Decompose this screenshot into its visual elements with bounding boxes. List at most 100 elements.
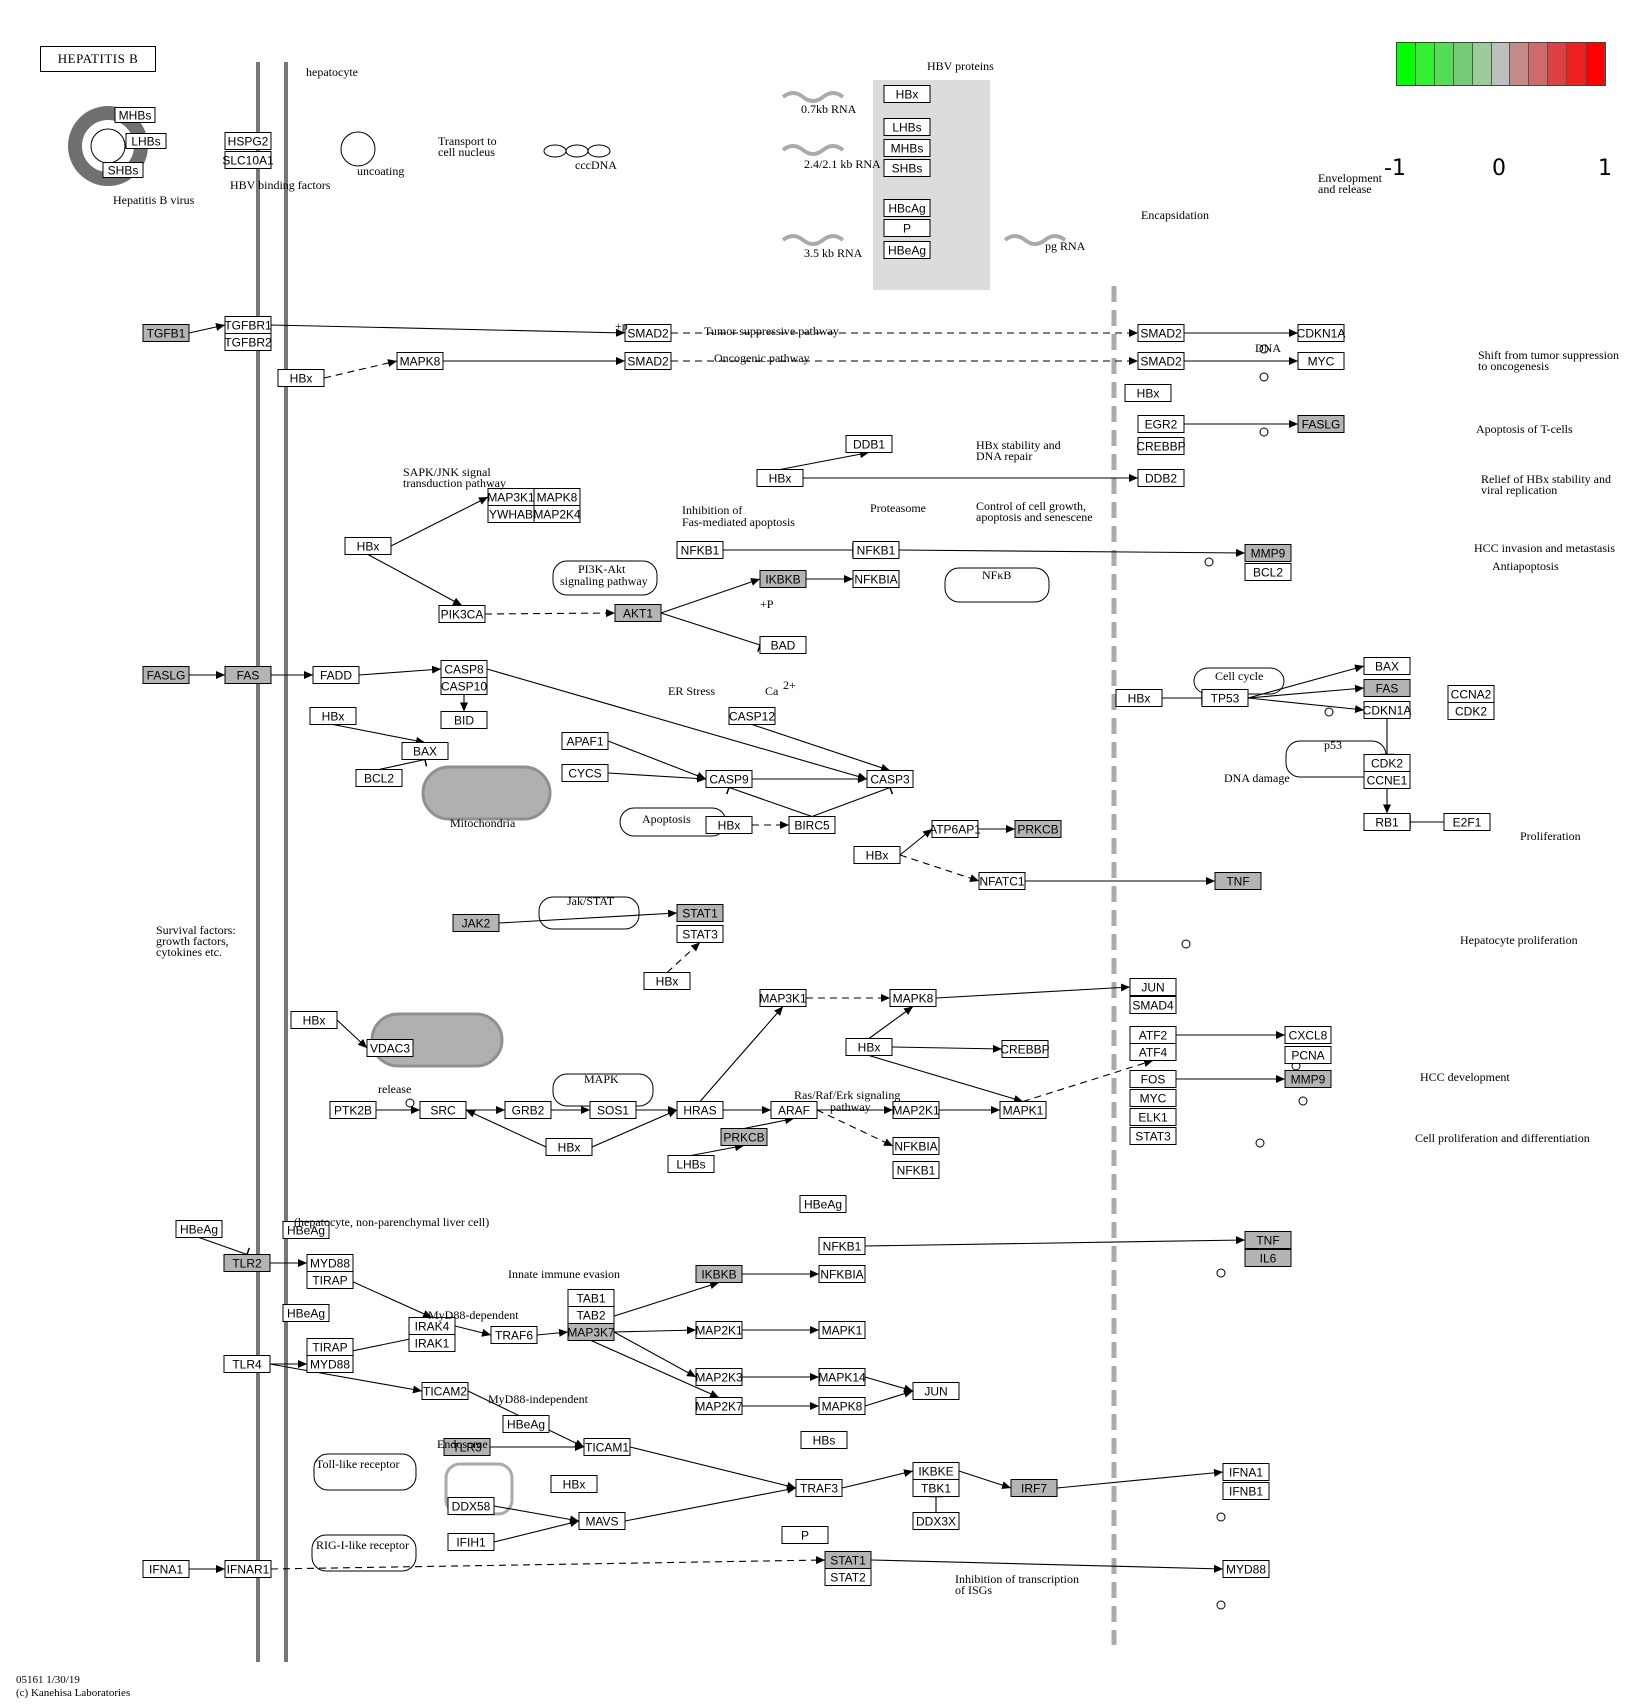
gene-node-irak1[interactable]: IRAK1	[408, 1334, 456, 1352]
gene-node-casp9[interactable]: CASP9	[705, 770, 753, 788]
gene-node-fas[interactable]: FAS	[224, 666, 272, 684]
gene-node-fadd[interactable]: FADD	[312, 666, 360, 684]
gene-node-mapk8[interactable]: MAPK8	[889, 989, 937, 1007]
gene-node-tgfbr2[interactable]: TGFBR2	[224, 333, 272, 351]
gene-node-elk1[interactable]: ELK1	[1129, 1108, 1177, 1126]
gene-node-tlr4[interactable]: TLR4	[223, 1355, 271, 1373]
gene-node-akt1[interactable]: AKT1	[614, 604, 662, 622]
gene-node-hbx[interactable]: HBx	[705, 816, 753, 834]
gene-node-myd88[interactable]: MYD88	[1222, 1560, 1270, 1578]
gene-node-mapk8[interactable]: MAPK8	[396, 352, 444, 370]
gene-node-prkcb[interactable]: PRKCB	[720, 1128, 768, 1146]
gene-node-mapk8[interactable]: MAPK8	[533, 488, 581, 506]
gene-node-map2k1[interactable]: MAP2K1	[695, 1321, 743, 1339]
gene-node-ifna1[interactable]: IFNA1	[142, 1560, 190, 1578]
gene-node-mapk1[interactable]: MAPK1	[999, 1101, 1047, 1119]
gene-node-hbx[interactable]: HBx	[344, 537, 392, 555]
gene-node-jun[interactable]: JUN	[1129, 978, 1177, 996]
pathway-map-link[interactable]	[619, 807, 727, 837]
gene-node-smad2[interactable]: SMAD2	[624, 324, 672, 342]
gene-node-p[interactable]: P	[883, 219, 931, 237]
gene-node-hras[interactable]: HRAS	[676, 1101, 724, 1119]
gene-node-map3k7[interactable]: MAP3K7	[567, 1323, 615, 1341]
gene-node-tab1[interactable]: TAB1	[567, 1289, 615, 1307]
pathway-map-link[interactable]	[313, 1453, 417, 1491]
gene-node-il6[interactable]: IL6	[1244, 1249, 1292, 1267]
gene-node-fos[interactable]: FOS	[1129, 1070, 1177, 1088]
gene-node-smad4[interactable]: SMAD4	[1129, 996, 1177, 1014]
gene-node-mhbs[interactable]: MHBs	[114, 107, 156, 123]
gene-node-cdk2[interactable]: CDK2	[1363, 754, 1411, 772]
gene-node-ddb2[interactable]: DDB2	[1137, 469, 1185, 487]
gene-node-e2f1[interactable]: E2F1	[1443, 813, 1491, 831]
gene-node-rb1[interactable]: RB1	[1363, 813, 1411, 831]
gene-node-hbeag[interactable]: HBeAg	[502, 1415, 550, 1433]
gene-node-tgfb1[interactable]: TGFB1	[142, 324, 190, 342]
gene-node-tnf[interactable]: TNF	[1244, 1231, 1292, 1249]
gene-node-mapk14[interactable]: MAPK14	[818, 1368, 866, 1386]
gene-node-hbx[interactable]: HBx	[550, 1475, 598, 1493]
pathway-map-link[interactable]	[552, 1073, 654, 1107]
gene-node-stat3[interactable]: STAT3	[1129, 1127, 1177, 1145]
gene-node-smad2[interactable]: SMAD2	[624, 352, 672, 370]
gene-node-ddb1[interactable]: DDB1	[845, 435, 893, 453]
gene-node-grb2[interactable]: GRB2	[504, 1101, 552, 1119]
gene-node-cycs[interactable]: CYCS	[561, 764, 609, 782]
gene-node-nfkb1[interactable]: NFKB1	[676, 541, 724, 559]
gene-node-bax[interactable]: BAX	[401, 742, 449, 760]
pathway-map-link[interactable]	[1285, 740, 1387, 778]
gene-node-mapk8[interactable]: MAPK8	[818, 1397, 866, 1415]
gene-node-tlr3[interactable]: TLR3	[443, 1438, 491, 1456]
gene-node-mmp9[interactable]: MMP9	[1284, 1070, 1332, 1088]
gene-node-ptk2b[interactable]: PTK2B	[329, 1101, 377, 1119]
gene-node-stat1[interactable]: STAT1	[824, 1551, 872, 1569]
gene-node-casp12[interactable]: CASP12	[728, 707, 776, 725]
gene-node-pcna[interactable]: PCNA	[1284, 1046, 1332, 1064]
gene-node-hspg2[interactable]: HSPG2	[224, 132, 272, 150]
gene-node-shbs[interactable]: SHBs	[883, 159, 931, 177]
gene-node-hbcag[interactable]: HBcAg	[883, 199, 931, 217]
gene-node-hbx[interactable]: HBx	[545, 1138, 593, 1156]
gene-node-bcl2[interactable]: BCL2	[355, 769, 403, 787]
gene-node-tirap[interactable]: TIRAP	[306, 1271, 354, 1289]
gene-node-myc[interactable]: MYC	[1297, 352, 1345, 370]
gene-node-prkcb[interactable]: PRKCB	[1014, 820, 1062, 838]
gene-node-myc[interactable]: MYC	[1129, 1089, 1177, 1107]
gene-node-sos1[interactable]: SOS1	[589, 1101, 637, 1119]
gene-node-tab2[interactable]: TAB2	[567, 1306, 615, 1324]
gene-node-map3k1[interactable]: MAP3K1	[487, 488, 535, 506]
gene-node-myd88[interactable]: MYD88	[306, 1254, 354, 1272]
gene-node-stat3[interactable]: STAT3	[676, 925, 724, 943]
gene-node-vdac3[interactable]: VDAC3	[366, 1039, 414, 1057]
gene-node-smad2[interactable]: SMAD2	[1137, 352, 1185, 370]
gene-node-hbx[interactable]: HBx	[643, 972, 691, 990]
gene-node-tnf[interactable]: TNF	[1214, 872, 1262, 890]
gene-node-ticam1[interactable]: TICAM1	[583, 1438, 631, 1456]
gene-node-stat2[interactable]: STAT2	[824, 1568, 872, 1586]
gene-node-bax[interactable]: BAX	[1363, 657, 1411, 675]
gene-node-bcl2[interactable]: BCL2	[1244, 563, 1292, 581]
gene-node-p[interactable]: P	[781, 1526, 829, 1544]
gene-node-apaf1[interactable]: APAF1	[561, 732, 609, 750]
gene-node-atf4[interactable]: ATF4	[1129, 1043, 1177, 1061]
gene-node-ywhab[interactable]: YWHAB	[487, 505, 535, 523]
gene-node-tp53[interactable]: TP53	[1201, 689, 1249, 707]
gene-node-cdkn1a[interactable]: CDKN1A	[1363, 701, 1412, 719]
gene-node-traf3[interactable]: TRAF3	[795, 1479, 843, 1497]
gene-node-tgfbr1[interactable]: TGFBR1	[224, 316, 272, 334]
gene-node-hbeag[interactable]: HBeAg	[282, 1304, 330, 1322]
gene-node-egr2[interactable]: EGR2	[1137, 415, 1185, 433]
gene-node-shbs[interactable]: SHBs	[102, 162, 144, 178]
gene-node-mhbs[interactable]: MHBs	[883, 139, 931, 157]
gene-node-ifna1[interactable]: IFNA1	[1222, 1463, 1270, 1481]
gene-node-hbx[interactable]: HBx	[290, 1011, 338, 1029]
gene-node-tlr2[interactable]: TLR2	[223, 1254, 271, 1272]
gene-node-casp8[interactable]: CASP8	[440, 660, 488, 678]
gene-node-ifih1[interactable]: IFIH1	[447, 1533, 495, 1551]
gene-node-map2k4[interactable]: MAP2K4	[533, 505, 581, 523]
gene-node-atf2[interactable]: ATF2	[1129, 1026, 1177, 1044]
gene-node-tirap[interactable]: TIRAP	[306, 1338, 354, 1356]
gene-node-nfkbia[interactable]: NFKBIA	[818, 1265, 866, 1283]
gene-node-nfkb1[interactable]: NFKB1	[892, 1161, 940, 1179]
pathway-map-link[interactable]	[1193, 667, 1285, 695]
